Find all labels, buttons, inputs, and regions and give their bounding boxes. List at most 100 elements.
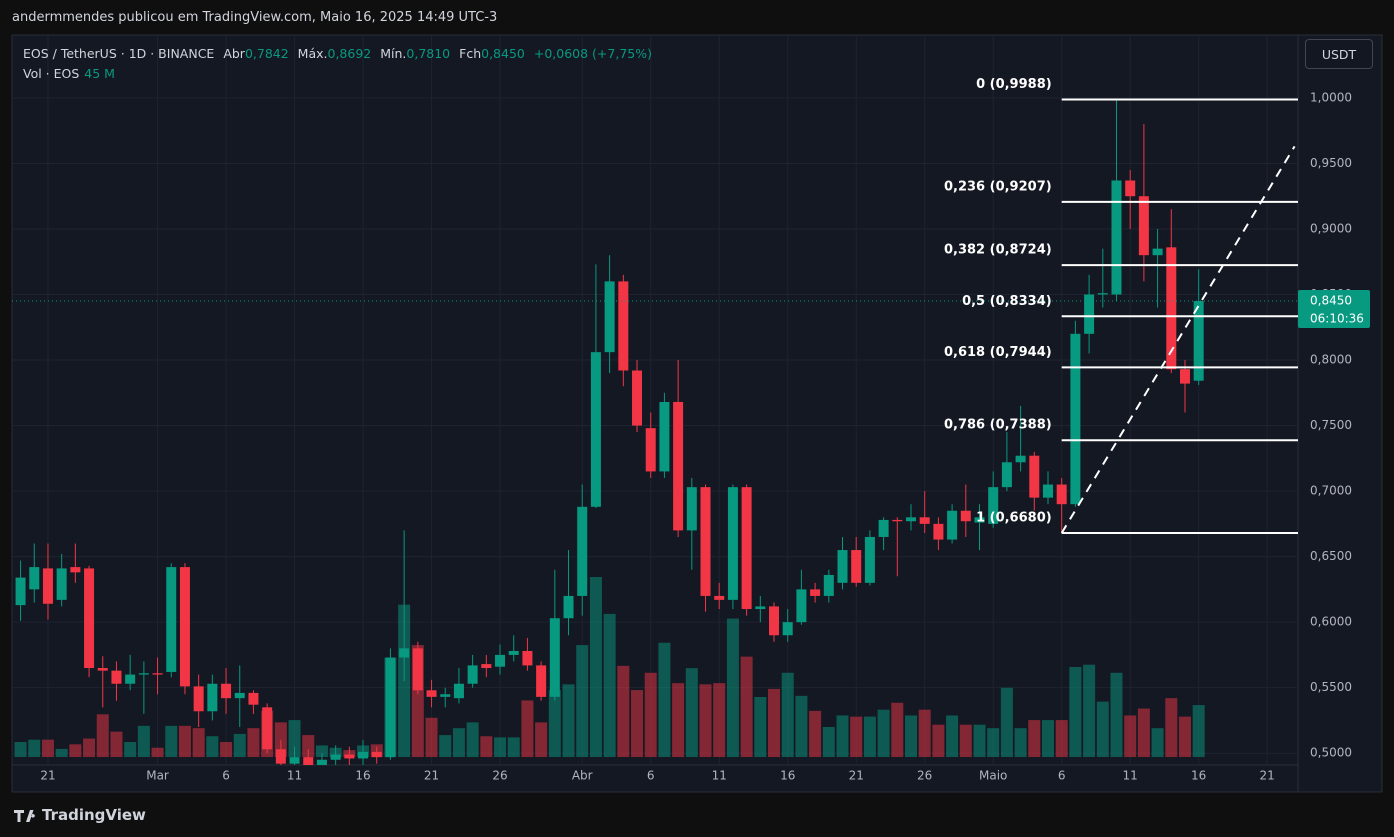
volume-bar (425, 717, 438, 757)
x-tick-label: 16 (1191, 769, 1206, 783)
candle-body (440, 694, 451, 697)
fib-label: 0,5 (0,8334) (962, 294, 1052, 309)
candle-body (221, 683, 232, 699)
candle-body (316, 759, 327, 765)
candle-body (727, 487, 738, 600)
fib-label: 0,618 (0,7944) (944, 345, 1052, 360)
close-text: Fch (459, 46, 482, 61)
candle-body (289, 757, 300, 764)
candle-body (755, 606, 766, 610)
y-tick-label: 0,7000 (1310, 484, 1352, 498)
high-value: 0,8692 (327, 46, 372, 61)
volume-bar (987, 728, 1000, 757)
x-tick-label: Abr (572, 769, 593, 783)
volume-bar (220, 742, 233, 757)
candle-body (851, 550, 862, 583)
volume-bar (562, 684, 575, 757)
volume-bar (1014, 728, 1027, 757)
candle-body (495, 654, 506, 667)
candle-body (1001, 462, 1012, 488)
volume-bar (685, 668, 698, 757)
y-tick-label: 0,9000 (1310, 221, 1352, 235)
publish-info: andermmendes publicou em TradingView.com… (12, 10, 498, 25)
candle-body (974, 517, 985, 523)
candle-body (796, 589, 807, 623)
candle-body (769, 606, 780, 636)
y-tick-label: 1,0000 (1310, 90, 1352, 104)
x-tick-label: 11 (712, 769, 727, 783)
candle-body (618, 281, 629, 371)
volume-bar (795, 695, 808, 757)
candle-body (275, 749, 286, 764)
volume-bar (768, 688, 781, 757)
candle-body (29, 567, 40, 590)
candle-body (741, 487, 752, 610)
candle-body (659, 401, 670, 472)
candle-body (1015, 455, 1026, 463)
volume-bar (83, 738, 96, 757)
candle-body (481, 664, 492, 669)
currency-button[interactable]: USDT (1305, 39, 1373, 69)
y-tick-label: 0,5000 (1310, 746, 1352, 760)
volume-bar (946, 715, 959, 757)
candle-body (714, 595, 725, 600)
x-tick-label: 6 (1058, 769, 1066, 783)
candle-body (604, 281, 615, 353)
volume-bar (1110, 672, 1123, 757)
volume-bar (959, 724, 972, 757)
candle-body (179, 567, 190, 687)
candle-body (15, 577, 26, 606)
volume-bar (466, 722, 479, 757)
volume-bar (863, 716, 876, 757)
y-tick-label: 0,7500 (1310, 418, 1352, 432)
candle-body (1152, 248, 1163, 256)
candle-body (70, 567, 81, 573)
volume-bar (822, 727, 835, 757)
volume-bar (589, 577, 602, 757)
open-value: 0,7842 (244, 46, 289, 61)
y-tick-label: 0,9500 (1310, 156, 1352, 170)
x-tick-label: 6 (647, 769, 655, 783)
candle-body (536, 665, 547, 697)
open-text: Abr (223, 46, 245, 61)
candle-body (577, 506, 588, 596)
volume-bar (617, 665, 630, 757)
y-tick-label: 0,5500 (1310, 680, 1352, 694)
candle-body (234, 692, 245, 699)
candle-body (84, 568, 95, 669)
volume-bar (699, 684, 712, 757)
volume-bar (1000, 687, 1013, 757)
candle-body (330, 754, 341, 760)
plot-area (12, 35, 1298, 765)
volume-bar (41, 739, 54, 757)
volume-bar (494, 737, 507, 757)
x-tick-label: 26 (917, 769, 932, 783)
change-value: +0,0608 (+7,75%) (533, 46, 652, 61)
volume-bar (1137, 708, 1150, 757)
candle-body (1029, 455, 1040, 498)
legend-volume: Vol · EOS 45 M (23, 64, 657, 84)
x-tick-label: 16 (355, 769, 370, 783)
candle-body (700, 487, 711, 596)
volume-bar (480, 736, 493, 757)
volume-bar (1124, 715, 1137, 757)
volume-bar (740, 656, 753, 757)
candle-body (152, 673, 163, 675)
candle-body (590, 352, 601, 507)
volume-bar (576, 645, 589, 757)
candle-body (303, 757, 314, 765)
volume-bar (1178, 716, 1191, 757)
volume-text: Vol · EOS (23, 66, 80, 81)
volume-bar (288, 720, 301, 757)
volume-bar (1069, 667, 1082, 757)
candle-body (453, 683, 464, 699)
candle-body (1056, 484, 1067, 505)
x-tick-label: 21 (1260, 769, 1275, 783)
x-tick-label: 26 (492, 769, 507, 783)
candle-body (508, 650, 519, 655)
candle-body (42, 568, 53, 604)
volume-bar (754, 697, 767, 757)
volume-bar (247, 728, 260, 757)
volume-bar (69, 744, 82, 757)
x-tick-label: 21 (849, 769, 864, 783)
